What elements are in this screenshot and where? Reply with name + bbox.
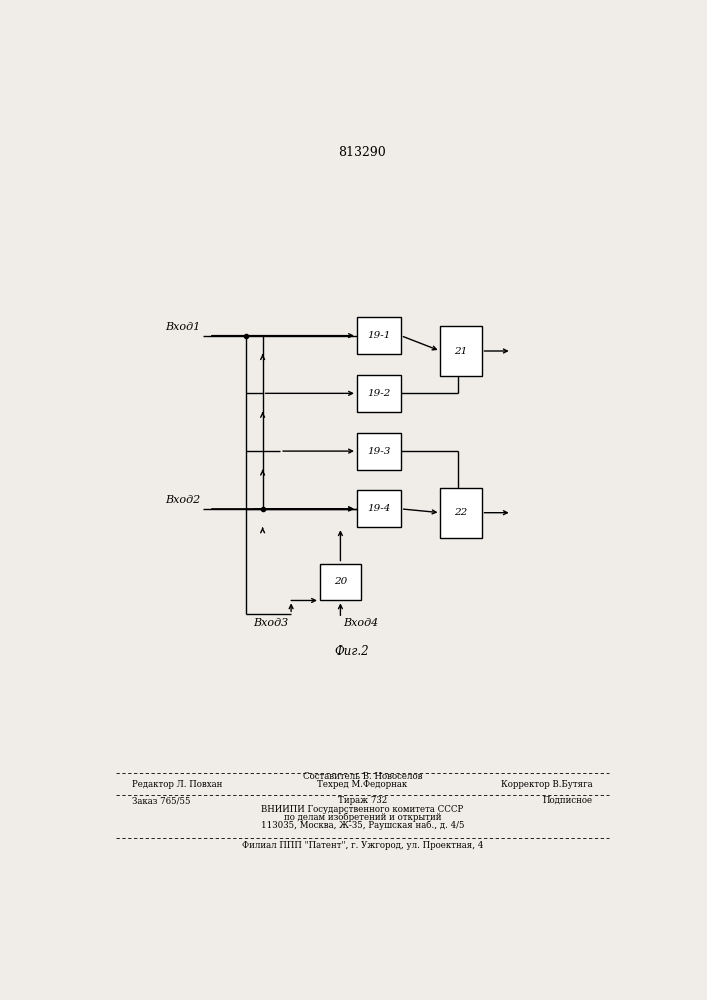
Text: Вход4: Вход4	[343, 618, 378, 628]
Bar	[357, 317, 401, 354]
Bar	[440, 326, 481, 376]
Text: Подписное: Подписное	[542, 796, 592, 805]
Text: Заказ 765/55: Заказ 765/55	[132, 796, 191, 805]
Text: Вход3: Вход3	[253, 618, 288, 628]
Text: 19-4: 19-4	[367, 504, 390, 513]
Bar	[357, 433, 401, 470]
Text: 19-2: 19-2	[367, 389, 390, 398]
Text: Техред М.Федорнак: Техред М.Федорнак	[317, 780, 407, 789]
Text: Фиг.2: Фиг.2	[334, 645, 368, 658]
Text: 21: 21	[455, 347, 467, 356]
Text: Корректор В.Бутяга: Корректор В.Бутяга	[501, 780, 592, 789]
Text: 22: 22	[455, 508, 467, 517]
Bar	[320, 564, 361, 600]
Text: Тираж 732: Тираж 732	[338, 796, 387, 805]
Text: Составитель В. Новоселов: Составитель В. Новоселов	[303, 772, 422, 781]
Bar	[440, 488, 481, 538]
Text: Вход1: Вход1	[165, 322, 201, 332]
Bar	[357, 490, 401, 527]
Text: Филиал ППП "Патент", г. Ужгород, ул. Проектная, 4: Филиал ППП "Патент", г. Ужгород, ул. Про…	[242, 841, 483, 850]
Text: ВНИИПИ Государственного комитета СССР: ВНИИПИ Государственного комитета СССР	[261, 805, 464, 814]
Text: 20: 20	[334, 578, 347, 586]
Text: 113035, Москва, Ж-35, Раушская наб., д. 4/5: 113035, Москва, Ж-35, Раушская наб., д. …	[261, 821, 464, 830]
Bar	[357, 375, 401, 412]
Text: Вход2: Вход2	[165, 495, 201, 505]
Text: Редактор Л. Повхан: Редактор Л. Повхан	[132, 780, 223, 789]
Text: по делам изобретений и открытий: по делам изобретений и открытий	[284, 813, 441, 822]
Text: 19-1: 19-1	[367, 331, 390, 340]
Text: 19-3: 19-3	[367, 447, 390, 456]
Text: 813290: 813290	[339, 146, 386, 159]
